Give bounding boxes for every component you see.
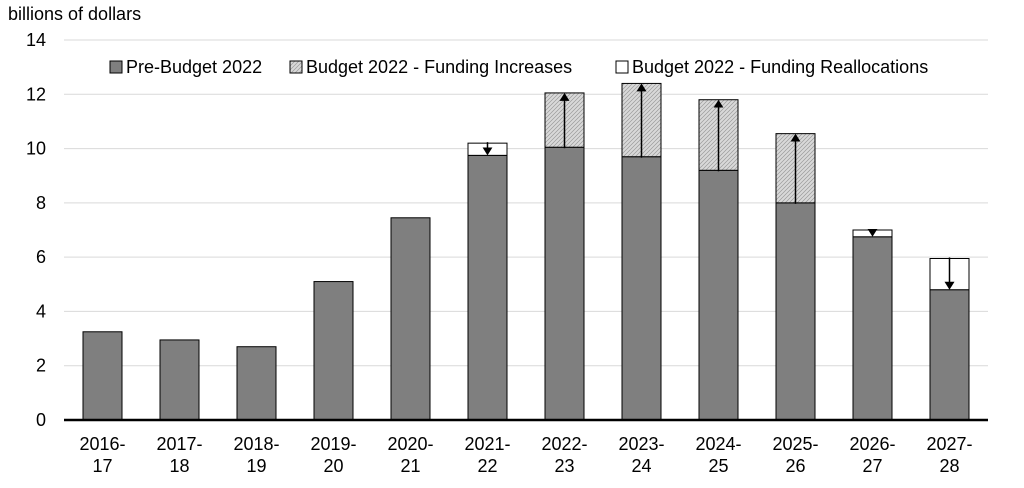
bar-pre-budget: [159, 339, 200, 421]
bar-pre-budget: [929, 289, 970, 421]
bar-pre-budget: [852, 236, 893, 421]
bar-pre-budget: [544, 146, 585, 421]
x-tick-label: 2023-24: [618, 434, 664, 476]
legend-label: Budget 2022 - Funding Increases: [306, 57, 572, 77]
y-tick-label: 12: [26, 84, 46, 104]
x-tick-label: 2021-22: [464, 434, 510, 476]
legend: Pre-Budget 2022 Budget 2022 - Funding Inc…: [109, 57, 928, 77]
y-axis-ticks: 0 2 4 6 8 10 12 14: [26, 30, 46, 430]
bar-pre-budget: [236, 346, 277, 421]
y-tick-label: 14: [26, 30, 46, 50]
bar-pre-budget: [698, 169, 739, 421]
bar-pre-budget: [775, 202, 816, 421]
y-tick-label: 2: [36, 356, 46, 376]
y-tick-label: 4: [36, 301, 46, 321]
y-tick-label: 8: [36, 193, 46, 213]
bars: [82, 82, 970, 421]
change-arrows: [482, 83, 955, 290]
x-tick-label: 2019-20: [310, 434, 356, 476]
legend-swatch: [615, 60, 629, 74]
bar-pre-budget: [467, 154, 508, 421]
x-tick-label: 2027-28: [926, 434, 972, 476]
x-tick-label: 2018-19: [233, 434, 279, 476]
x-tick-label: 2024-25: [695, 434, 741, 476]
y-unit-label: billions of dollars: [8, 4, 141, 24]
x-tick-label: 2020-21: [387, 434, 433, 476]
y-tick-label: 6: [36, 247, 46, 267]
x-tick-label: 2026-27: [849, 434, 895, 476]
y-tick-label: 10: [26, 139, 46, 159]
bar-pre-budget: [621, 156, 662, 421]
legend-swatch: [109, 60, 123, 74]
x-tick-label: 2016-17: [79, 434, 125, 476]
x-axis: 2016-17 2017-18 2018-19 2019-20 2020-21 2021-…: [64, 418, 988, 476]
gridlines: [64, 39, 988, 367]
legend-swatch: [289, 60, 303, 74]
legend-label: Budget 2022 - Funding Reallocations: [632, 57, 928, 77]
x-tick-label: 2017-18: [156, 434, 202, 476]
x-tick-label: 2022-23: [541, 434, 587, 476]
bar-pre-budget: [82, 331, 123, 421]
y-tick-label: 0: [36, 410, 46, 430]
bar-pre-budget: [390, 217, 431, 421]
legend-label: Pre-Budget 2022: [126, 57, 262, 77]
bar-pre-budget: [313, 281, 354, 421]
x-tick-label: 2025-26: [772, 434, 818, 476]
